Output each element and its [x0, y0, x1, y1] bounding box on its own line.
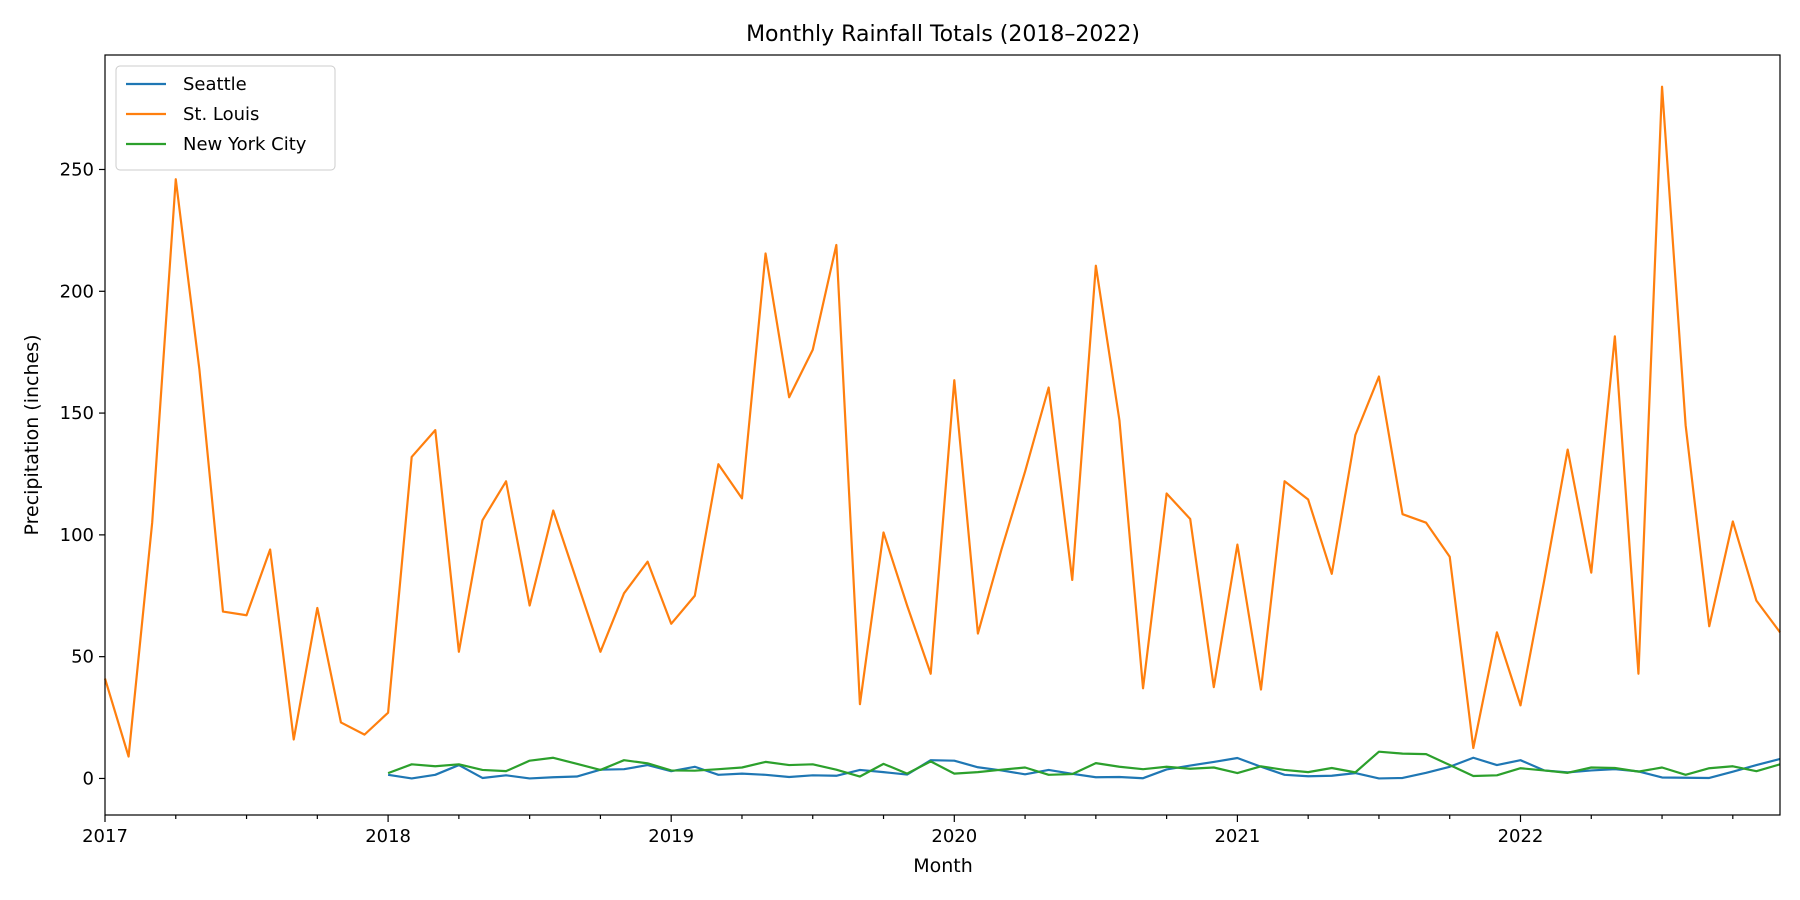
x-tick-label: 2018: [365, 826, 411, 847]
legend-label: New York City: [183, 134, 307, 155]
x-tick-label: 2020: [931, 826, 977, 847]
x-tick-label: 2019: [648, 826, 694, 847]
plot-frame: [104, 54, 1781, 816]
y-axis: 0 50 100 150 200 250: [60, 159, 105, 789]
y-tick-label: 50: [71, 647, 94, 668]
legend-box: [115, 65, 336, 171]
x-tick-label: 2022: [1498, 826, 1544, 847]
x-tick-label: 2017: [82, 826, 128, 847]
legend-label: Seattle: [183, 74, 247, 95]
series-line-st-louis: [103, 85, 1781, 758]
y-tick-label: 100: [60, 525, 94, 546]
y-tick-label: 0: [83, 768, 94, 789]
x-axis-label: Month: [913, 855, 973, 877]
x-axis: 2017 2018 2019 2020 2021 2022: [82, 815, 1734, 847]
legend: Seattle St. Louis New York City: [115, 65, 336, 171]
plot-area: [103, 85, 1781, 780]
x-tick-label: 2021: [1214, 826, 1260, 847]
y-tick-label: 250: [60, 159, 94, 180]
series-line-new-york-city: [387, 750, 1781, 778]
y-tick-label: 150: [60, 403, 94, 424]
y-axis-label: Precipitation (inches): [21, 334, 43, 535]
legend-label: St. Louis: [183, 104, 259, 125]
chart-title: Monthly Rainfall Totals (2018–2022): [746, 22, 1140, 47]
y-tick-label: 200: [60, 281, 94, 302]
